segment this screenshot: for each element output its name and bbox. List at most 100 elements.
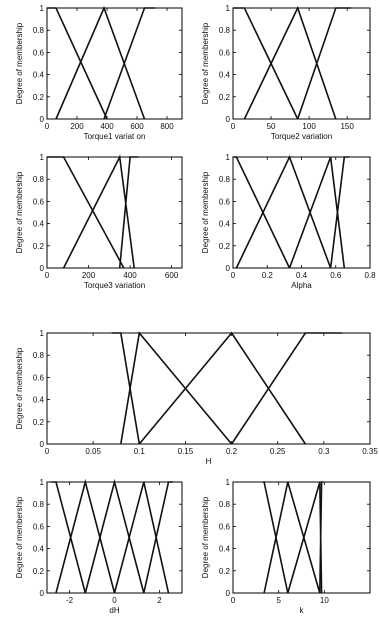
- y-tick-label: 0.8: [219, 500, 231, 509]
- x-tick-label: 200: [70, 122, 84, 131]
- membership-function-4: [319, 481, 324, 594]
- membership-function-3: [288, 156, 346, 269]
- x-tick-label: 0: [45, 271, 50, 280]
- x-tick-label: 600: [165, 271, 179, 280]
- plot-area: [232, 7, 371, 120]
- y-tick-label: 0.8: [33, 175, 45, 184]
- y-tick-label: 0.8: [219, 175, 231, 184]
- x-tick-label: 10: [320, 596, 329, 605]
- y-tick-label: 1: [226, 478, 231, 487]
- y-axis-label: Degree of membership: [15, 347, 24, 429]
- x-tick-label: 0.8: [364, 271, 376, 280]
- x-tick-label: 0.2: [262, 271, 274, 280]
- plot-area: [46, 332, 371, 445]
- x-tick-label: 0.25: [270, 447, 286, 456]
- x-tick-label: 0.35: [362, 447, 378, 456]
- y-tick-label: 0.8: [33, 351, 45, 360]
- membership-function-4: [329, 156, 350, 269]
- x-tick-label: 0.05: [85, 447, 101, 456]
- membership-function-3: [84, 478, 145, 594]
- y-tick-label: 0.4: [219, 220, 231, 229]
- x-tick-label: 150: [340, 122, 354, 131]
- y-tick-label: 0.2: [33, 418, 45, 427]
- x-axis-label: H: [206, 457, 212, 466]
- y-tick-label: 0.4: [33, 545, 45, 554]
- y-tick-label: 0.2: [33, 242, 45, 251]
- y-tick-label: 1: [40, 4, 45, 13]
- membership-function-1: [47, 156, 125, 269]
- x-tick-label: 400: [100, 122, 114, 131]
- plot-area: [232, 481, 371, 594]
- chart-3: 0 0.2 0.4 0.6 0.8 1 0 200 400 600 Torque3 variatio…: [15, 153, 183, 290]
- membership-function-1: [47, 7, 108, 120]
- membership-function-2: [55, 5, 146, 120]
- x-tick-label: 0: [231, 122, 236, 131]
- y-tick-label: 0.2: [33, 567, 45, 576]
- y-tick-label: 0.6: [33, 197, 45, 206]
- x-tick-label: 50: [267, 122, 276, 131]
- membership-function-2: [235, 154, 332, 269]
- y-tick-label: 0.4: [33, 396, 45, 405]
- x-axis-label: dH: [109, 606, 119, 615]
- y-axis-label: Degree of membership: [15, 171, 24, 253]
- y-tick-label: 0.4: [33, 71, 45, 80]
- y-tick-label: 0: [40, 264, 45, 273]
- membership-function-2: [120, 331, 233, 445]
- y-tick-label: 1: [226, 4, 231, 13]
- x-tick-label: 0.6: [330, 271, 342, 280]
- x-tick-label: 0: [45, 122, 50, 131]
- y-tick-label: 0.6: [33, 48, 45, 57]
- membership-function-1: [233, 7, 299, 120]
- membership-function-3: [118, 156, 139, 269]
- x-tick-label: 0: [112, 596, 117, 605]
- x-tick-label: 0.4: [296, 271, 308, 280]
- y-tick-label: 0: [226, 115, 231, 124]
- membership-function-2: [62, 154, 135, 269]
- x-axis-label: k: [300, 606, 305, 615]
- y-tick-label: 0.8: [33, 500, 45, 509]
- y-tick-label: 1: [40, 329, 45, 338]
- chart-2: 0 0.2 0.4 0.6 0.8 1 0 50 100 150 Torque2 variation…: [201, 4, 371, 141]
- y-tick-label: 0.2: [219, 242, 231, 251]
- x-axis-label: Torque3 variation: [84, 281, 145, 290]
- x-tick-label: 200: [82, 271, 96, 280]
- y-tick-label: 0.6: [33, 373, 45, 382]
- membership-function-3: [138, 331, 307, 445]
- x-axis-label: Torque2 variation: [271, 132, 332, 141]
- y-tick-label: 0.2: [219, 567, 231, 576]
- y-tick-label: 1: [40, 153, 45, 162]
- y-axis-label: Degree of membership: [15, 496, 24, 578]
- y-tick-label: 0.4: [33, 220, 45, 229]
- y-tick-label: 1: [226, 153, 231, 162]
- x-tick-label: 800: [160, 122, 174, 131]
- x-tick-label: 0: [231, 271, 236, 280]
- membership-function-1: [51, 481, 87, 594]
- chart-1: 0 0.2 0.4 0.6 0.8 1 0 200 400 600 800 Torque1 varia…: [15, 4, 183, 141]
- membership-function-4: [230, 332, 343, 445]
- y-tick-label: 0.6: [33, 522, 45, 531]
- plot-area: [46, 481, 183, 594]
- y-tick-label: 0.2: [33, 93, 45, 102]
- membership-function-3: [296, 7, 351, 120]
- plot-area: [46, 7, 183, 120]
- x-axis-label: Alpha: [291, 281, 312, 290]
- plot-area: [46, 156, 183, 269]
- membership-function-4: [113, 481, 170, 594]
- y-axis-label: Degree of membership: [15, 22, 24, 104]
- y-tick-label: 0.8: [219, 26, 231, 35]
- y-axis-label: Degree of membership: [201, 496, 210, 578]
- x-tick-label: 600: [130, 122, 144, 131]
- x-tick-label: 100: [302, 122, 316, 131]
- y-tick-label: 0.4: [219, 545, 231, 554]
- y-tick-label: 1: [40, 478, 45, 487]
- x-tick-label: 0.1: [134, 447, 146, 456]
- x-tick-label: 0: [231, 596, 236, 605]
- y-tick-label: 0.8: [33, 26, 45, 35]
- membership-function-2: [243, 5, 337, 120]
- y-tick-label: 0.6: [219, 522, 231, 531]
- y-tick-label: 0.6: [219, 48, 231, 57]
- x-tick-label: 0: [45, 447, 50, 456]
- x-tick-label: 0.3: [318, 447, 330, 456]
- y-tick-label: 0: [226, 264, 231, 273]
